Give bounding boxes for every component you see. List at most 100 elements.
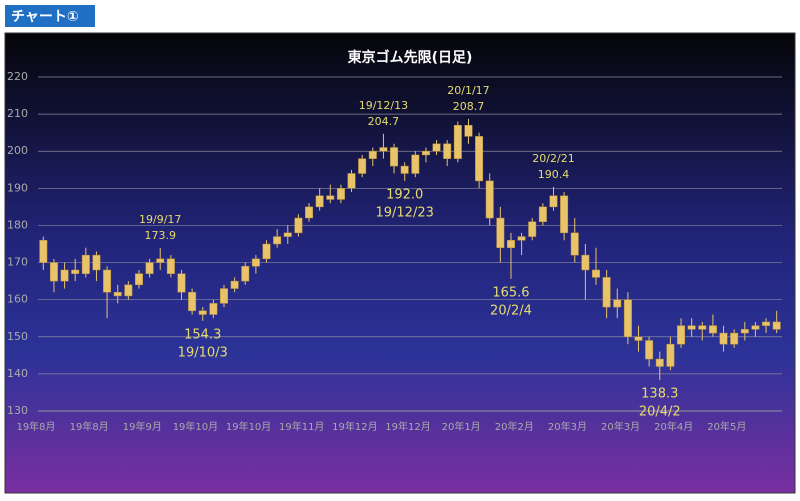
candle-body [560,195,569,234]
candle-body [453,124,462,159]
annotation-value: 165.6 [492,285,529,300]
candle-body [698,325,707,330]
annotation-date: 20/1/17 [447,84,489,97]
y-tick-label: 140 [7,367,28,380]
candle-body [198,310,207,315]
candle-body [166,258,175,274]
candle-body [305,206,313,219]
candle-body [443,143,452,159]
candle-body [762,321,771,326]
candle-body [103,269,112,293]
candle-body [400,165,409,174]
candle-body [188,291,197,312]
annotation-value: 192.0 [386,187,423,202]
candle-body [708,325,717,334]
candle-body [602,277,611,308]
candle-body [464,124,473,137]
chart-title: 東京ゴム先限(日足) [348,49,473,66]
candle-body [645,340,654,360]
candle-body [411,154,420,174]
candle-body [230,280,239,289]
candle-body [634,336,643,341]
panel [4,32,796,494]
x-tick-label: 19年12月 [385,420,430,433]
candle-body [156,258,165,263]
annotation-value: 138.3 [641,387,678,402]
candle-body [772,321,781,330]
header-title: チャート① [11,9,79,25]
annotation-date: 19/10/3 [178,345,228,360]
header-box [5,5,95,27]
candle-body [358,158,367,174]
annotation-date: 19/12/23 [375,205,433,220]
candle-body [581,254,590,271]
x-tick-label: 20年1月 [442,420,481,433]
annotation-date: 20/2/4 [490,303,532,318]
y-tick-label: 150 [7,330,28,343]
candle-body [592,269,600,278]
candle-body [71,269,80,274]
candle-body [507,240,515,248]
candle-body [677,325,685,345]
candle-body [655,358,664,367]
candle-body [135,273,143,286]
candle-body [283,232,292,237]
y-tick-label: 200 [7,144,28,157]
candle-body [379,147,388,152]
candle-body [496,217,505,248]
annotation-date: 20/2/21 [532,152,574,165]
candle-body [262,243,271,260]
candle-body [687,325,696,330]
candle-body [124,284,133,297]
x-tick-label: 19年8月 [70,420,109,433]
x-tick-label: 19年11月 [279,420,324,433]
x-tick-label: 20年2月 [495,420,534,433]
candle-body [623,299,632,338]
candle-body [81,254,90,274]
candle-body [209,303,218,315]
candle-body [751,325,760,330]
candle-body [475,136,484,182]
annotation-value: 190.4 [538,168,570,181]
candle-body [538,206,547,222]
candle-body [719,332,728,345]
annotation-value: 154.3 [184,327,221,342]
y-tick-label: 180 [7,218,28,231]
y-tick-label: 130 [7,404,28,417]
candle-body [60,269,69,282]
y-tick-label: 190 [7,181,28,194]
candle-body [613,299,622,308]
candle-body [92,254,101,271]
x-tick-label: 20年4月 [654,420,693,433]
candle-body [432,143,441,152]
annotation-value: 173.9 [144,229,176,242]
candle-body [315,195,324,208]
candle-body [251,258,260,267]
candle-body [220,288,228,304]
candle-body [517,236,526,241]
candle-body [421,150,430,156]
x-tick-label: 19年8月 [16,420,55,433]
y-tick-label: 220 [7,70,28,83]
annotation-value: 204.7 [368,115,400,128]
candle-body [549,195,558,208]
candle-body [241,266,250,282]
x-tick-label: 19年9月 [123,420,162,433]
candle-body [730,332,739,345]
y-tick-label: 160 [7,293,28,306]
candle-body [273,236,282,245]
candle-body [177,273,186,293]
candle-body [368,150,377,159]
candle-body [390,147,399,167]
x-tick-label: 19年10月 [226,420,271,433]
x-tick-label: 20年5月 [707,420,746,433]
annotation-date: 20/4/2 [639,405,681,420]
annotation-date: 19/12/13 [359,99,408,112]
candle-body [570,232,579,256]
candle-body [49,262,58,282]
x-tick-label: 20年3月 [601,420,640,433]
annotation-value: 208.7 [453,100,485,113]
candle-body [336,188,345,200]
